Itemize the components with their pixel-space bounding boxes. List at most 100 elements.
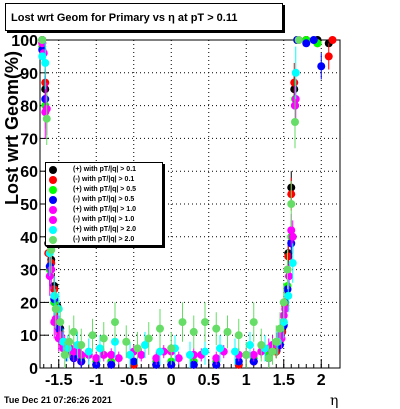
y-tick-label: 40 [20, 230, 38, 247]
data-point [133, 344, 142, 353]
data-point [65, 337, 74, 346]
legend-label: (-) with pT/|q| > 2.0 [73, 236, 135, 243]
data-point [111, 318, 119, 327]
data-point [51, 304, 60, 313]
x-tick-label: -0.5 [120, 372, 148, 389]
y-tick-label: 20 [20, 295, 38, 312]
data-point [302, 39, 311, 48]
data-point [137, 350, 146, 359]
legend-marker [49, 236, 57, 244]
legend-marker [49, 206, 57, 214]
data-point [189, 360, 198, 369]
data-point [328, 36, 337, 44]
data-point [291, 118, 299, 126]
y-tick-label: 60 [20, 164, 38, 181]
data-point [122, 337, 131, 346]
data-point [291, 68, 300, 77]
data-point [324, 52, 333, 61]
data-point [288, 259, 297, 268]
data-point [141, 341, 149, 350]
legend-marker [49, 176, 57, 184]
y-tick-label: 10 [20, 328, 38, 345]
data-point [56, 318, 65, 327]
data-point [156, 324, 164, 333]
data-point [294, 36, 303, 44]
y-tick-label: 0 [29, 361, 38, 378]
data-point [152, 354, 161, 363]
data-point [268, 347, 277, 356]
data-point [212, 354, 221, 363]
legend-label: (-) with pT/|q| > 0.5 [73, 196, 135, 203]
data-point [189, 327, 198, 336]
x-tick-label: -1 [89, 372, 103, 389]
data-point [288, 232, 297, 241]
legend-marker [49, 186, 57, 194]
x-tick-label: 2 [317, 372, 326, 389]
data-point [264, 354, 273, 363]
data-point [167, 344, 176, 353]
data-point [242, 350, 251, 359]
x-tick-label: -1.5 [45, 372, 73, 389]
x-tick-label: 0.5 [198, 372, 220, 389]
data-point [144, 334, 153, 343]
data-point [249, 350, 258, 359]
axes: -1.5 -1 -0.5 0 0.5 1 1.5 2010203040506070809010… [11, 33, 330, 389]
legend-label: (-) with pT/|q| > 1.0 [73, 216, 135, 223]
legend-marker [49, 166, 57, 174]
data-point [234, 331, 243, 340]
legend-marker [49, 226, 57, 234]
data-point [126, 350, 134, 359]
data-point [231, 347, 239, 356]
data-point [50, 291, 59, 300]
data-point [249, 318, 258, 327]
data-point [114, 354, 123, 363]
y-tick-label: 90 [20, 66, 38, 83]
legend-label: (+) with pT/|q| > 0.1 [73, 166, 137, 173]
data-point [156, 347, 164, 356]
data-point [284, 291, 293, 300]
data-point [69, 327, 78, 336]
data-point [129, 357, 138, 366]
y-tick-label: 80 [20, 99, 38, 116]
legend-label: (-) with pT/|q| > 0.1 [73, 176, 135, 183]
data-point [92, 354, 101, 363]
y-tick-label: 50 [20, 197, 38, 214]
x-tick-label: 1.5 [273, 372, 295, 389]
data-point [174, 354, 183, 363]
data-point [38, 52, 47, 61]
data-point [283, 265, 292, 274]
data-point [272, 337, 281, 346]
data-point [99, 334, 108, 343]
data-point [178, 318, 187, 327]
y-tick-label: 70 [20, 131, 38, 148]
data-point [287, 200, 296, 208]
data-point [309, 36, 318, 44]
data-point [284, 252, 293, 261]
data-point [96, 344, 104, 353]
data-point [216, 344, 224, 353]
data-point [201, 347, 209, 356]
legend-label: (+) with pT/|q| > 1.0 [73, 206, 137, 213]
data-point [186, 350, 194, 359]
legend: (+) with pT/|q| > 0.1 (-) with pT/|q| > … [45, 162, 163, 246]
data-point [257, 341, 266, 350]
x-tick-label: 0 [167, 372, 176, 389]
data-point [201, 318, 209, 327]
y-tick-label: 30 [20, 263, 38, 280]
data-point [60, 350, 69, 359]
y-axis-label: Lost wrt Geom(%) [2, 50, 22, 205]
data-point [317, 62, 326, 71]
legend-marker [49, 196, 57, 204]
data-point [38, 36, 47, 44]
x-tick-label: 1 [242, 372, 251, 389]
data-point [246, 341, 254, 350]
data-point [276, 324, 284, 333]
legend-marker [49, 216, 57, 224]
data-point [84, 347, 93, 356]
timestamp: Tue Dec 21 07:26:26 2021 [4, 395, 112, 405]
legend-label: (+) with pT/|q| > 0.5 [73, 186, 137, 193]
chart-title: Lost wrt Geom for Primary vs η at pT > 0… [5, 3, 283, 31]
data-point [107, 360, 116, 369]
data-point [107, 350, 116, 359]
data-point [212, 324, 221, 333]
